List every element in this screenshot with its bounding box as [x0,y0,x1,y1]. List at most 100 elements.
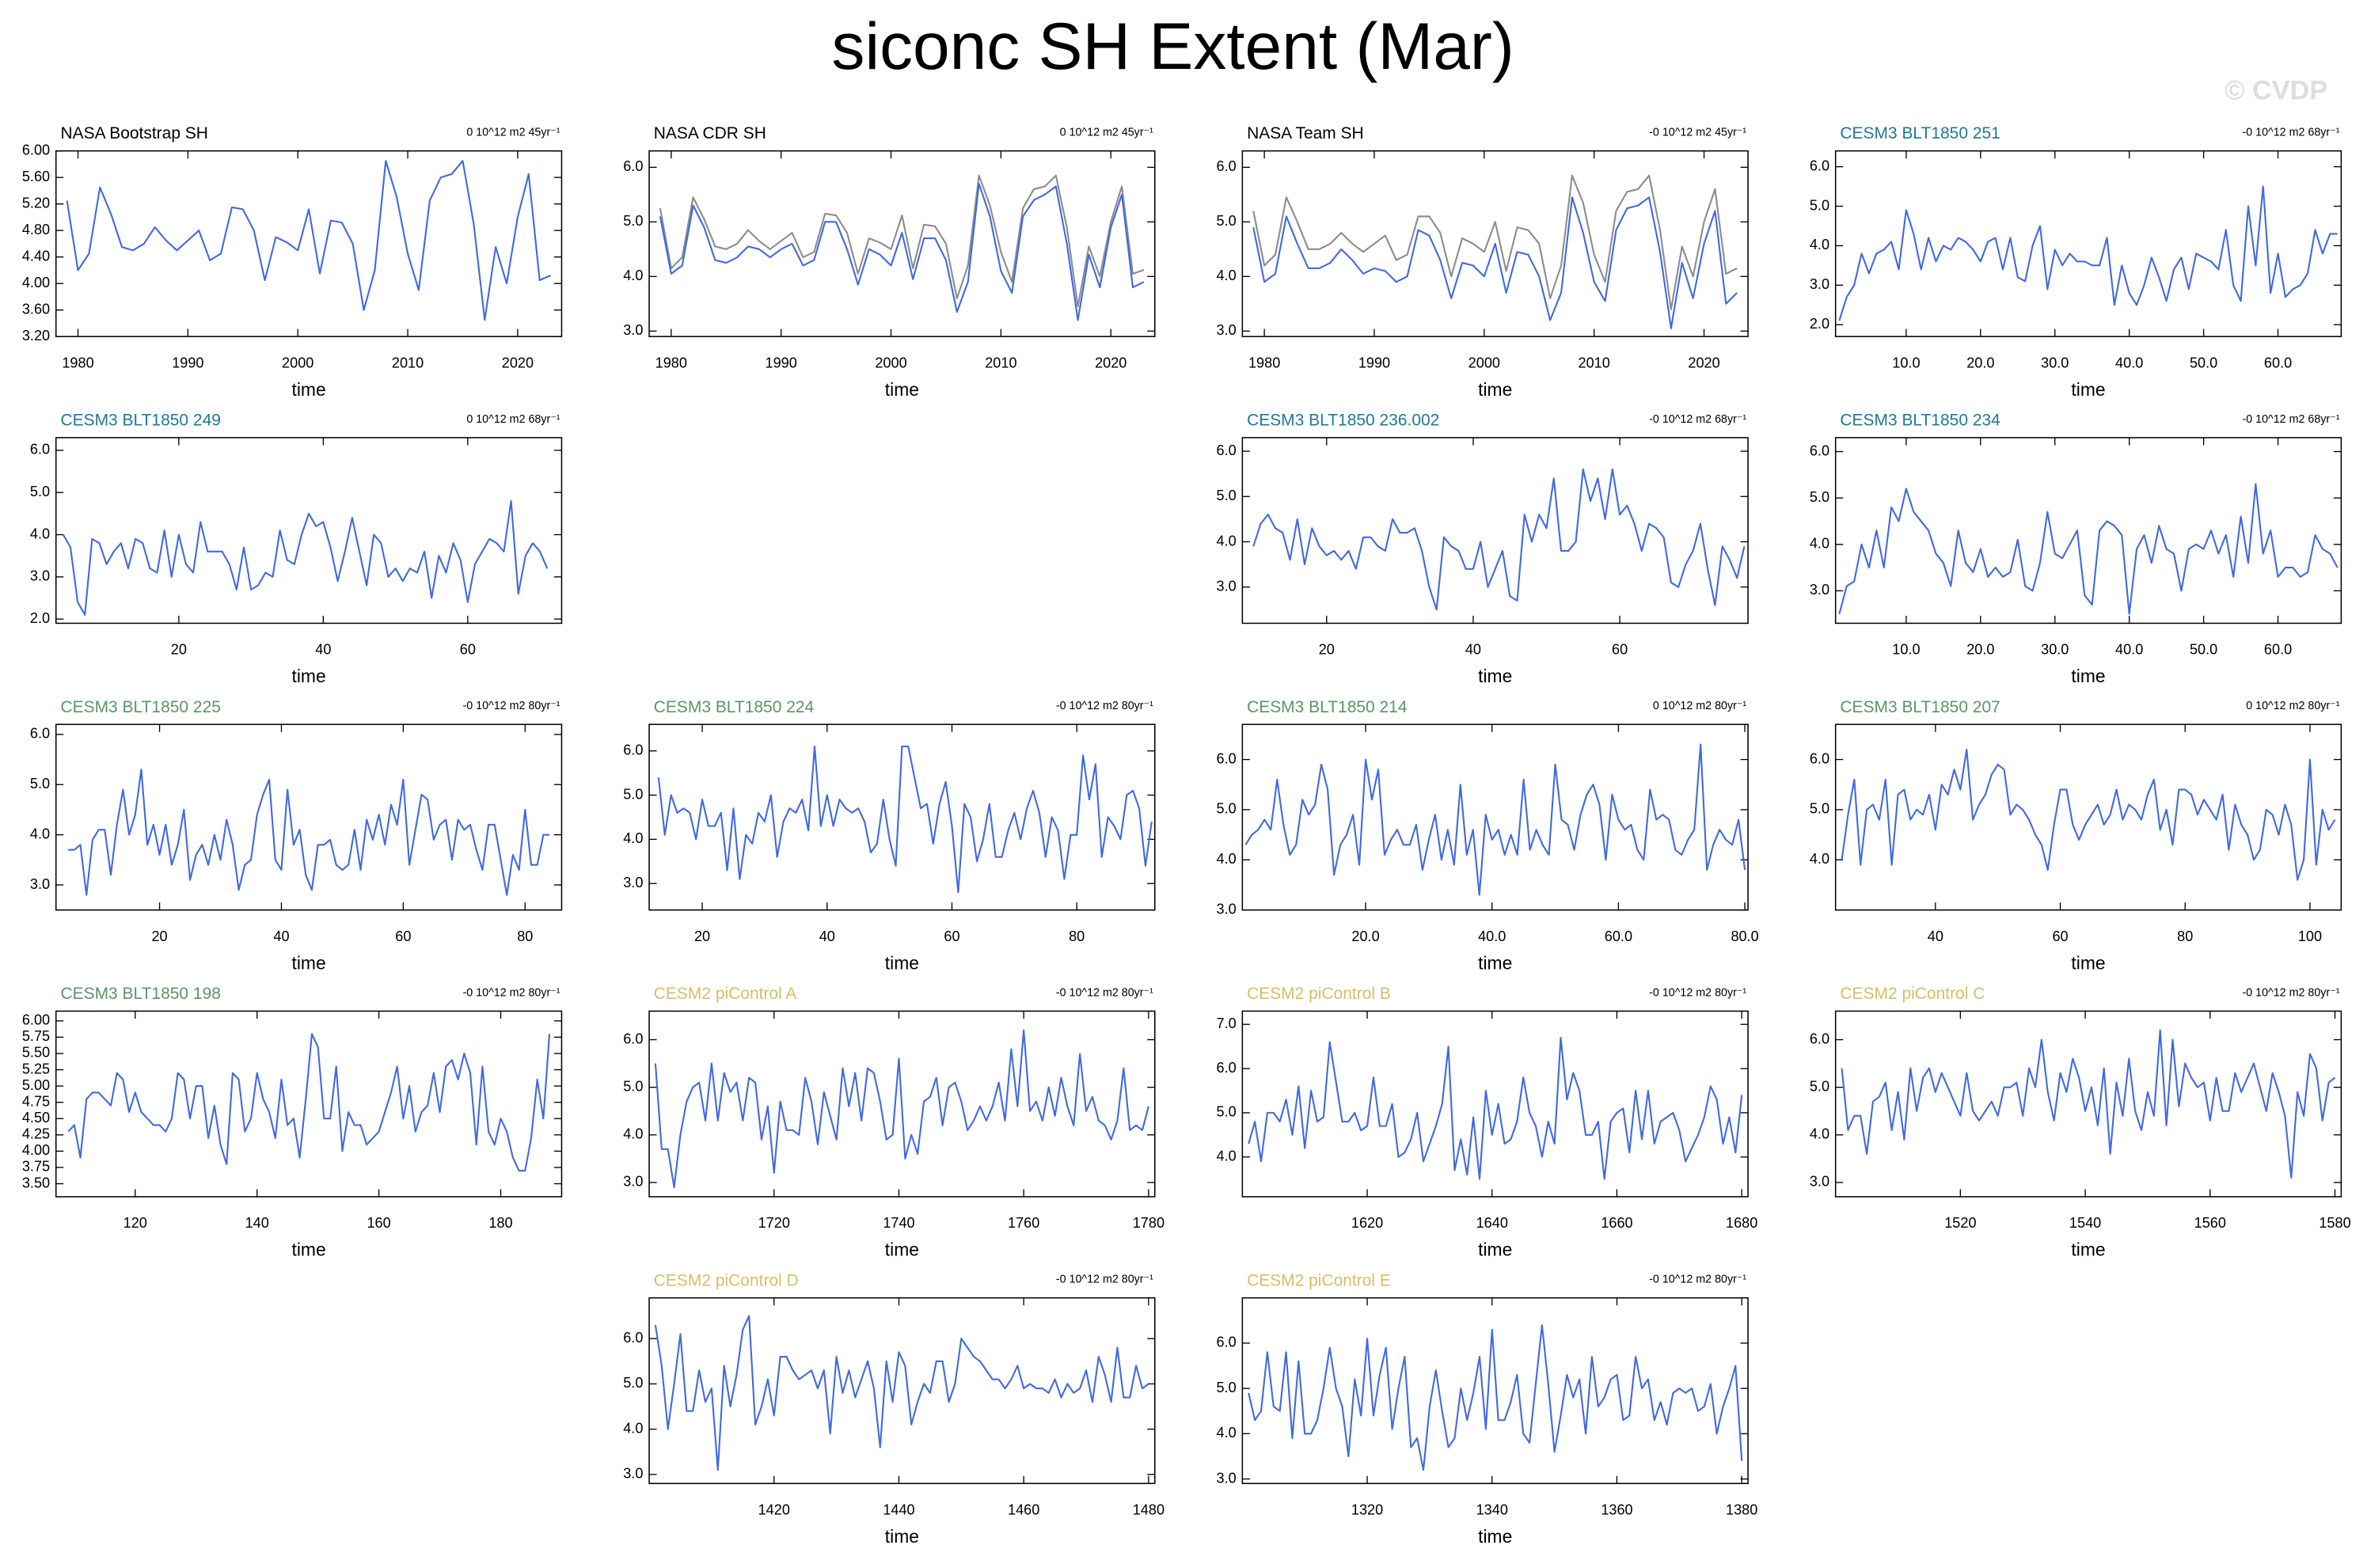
panel: CESM3 BLT1850 236.002 -0 10^12 m2 68yr⁻¹ t… [1217,411,1749,686]
y-tick-label: 4.0 [1810,851,1829,867]
x-tick-label: 10.0 [1892,355,1920,370]
panel: CESM2 piControl B -0 10^12 m2 80yr⁻¹ time 1… [1217,985,1758,1260]
panel-annotation: 0 10^12 m2 45yr⁻¹ [1060,127,1153,139]
series-line [654,1315,1149,1471]
x-tick-label: 60.0 [2264,355,2292,370]
y-tick-label: 6.0 [1810,750,1829,766]
y-tick-label: 4.80 [22,222,50,237]
y-tick-label: 4.0 [1217,851,1237,867]
panel-annotation: -0 10^12 m2 80yr⁻¹ [1649,986,1746,999]
y-tick-label: 4.00 [22,1142,50,1158]
plot-frame [55,1010,563,1198]
y-tick-label: 5.0 [1217,801,1237,817]
series-line [654,1029,1149,1188]
x-tick-label: 80.0 [1731,928,1758,944]
y-tick-label: 6.0 [623,158,643,174]
y-tick-label: 3.0 [1217,578,1237,594]
y-tick-label: 5.0 [1217,213,1237,229]
y-tick-label: 2.0 [1810,316,1829,332]
x-tick-label: 120 [123,1215,147,1231]
y-tick-label: 6.0 [1810,1031,1829,1046]
x-tick-label: 180 [488,1215,512,1231]
y-tick-label: 4.50 [22,1110,50,1126]
series-line [1838,483,2339,615]
y-tick-label: 6.0 [1810,158,1829,173]
plot-frame [648,1297,1156,1484]
x-tick-label: 1780 [1133,1215,1165,1231]
panel: CESM3 BLT1850 251 -0 10^12 m2 68yr⁻¹ time 1… [1810,124,2342,400]
series-line [67,1033,551,1172]
x-axis-label: time [1478,1240,1512,1260]
panel-title: NASA CDR SH [654,124,766,142]
x-tick-label: 50.0 [2190,642,2217,658]
panel-title: CESM3 BLT1850 249 [60,411,220,429]
y-tick-label: 3.0 [1810,276,1829,292]
x-tick-label: 2020 [1095,355,1127,370]
panel-title: CESM2 piControl C [1840,985,1985,1003]
panel: CESM2 piControl A -0 10^12 m2 80yr⁻¹ time 1… [623,985,1165,1260]
plot-frame [55,437,563,625]
x-tick-label: 60.0 [1605,928,1632,944]
panel: CESM3 BLT1850 234 -0 10^12 m2 68yr⁻¹ time 1… [1810,411,2342,686]
y-tick-label: 4.0 [1217,268,1237,283]
y-tick-label: 4.0 [623,1420,643,1436]
panel: CESM3 BLT1850 225 -0 10^12 m2 80yr⁻¹ time 2… [30,698,563,973]
x-tick-label: 40.0 [2115,642,2143,658]
y-tick-label: 3.0 [1810,582,1829,598]
panel-annotation: -0 10^12 m2 68yr⁻¹ [2242,413,2339,426]
y-tick-label: 5.0 [30,484,50,499]
panel-annotation: -0 10^12 m2 45yr⁻¹ [1649,127,1746,139]
panel: CESM3 BLT1850 224 -0 10^12 m2 80yr⁻¹ time 2… [623,698,1156,973]
panel-title: CESM3 BLT1850 225 [60,698,220,716]
panel: CESM2 piControl D -0 10^12 m2 80yr⁻¹ time 1… [623,1271,1165,1547]
x-tick-label: 1360 [1601,1502,1632,1517]
y-tick-label: 6.0 [623,1330,643,1346]
y-tick-label: 5.0 [1810,197,1829,213]
x-tick-label: 1980 [1248,355,1280,370]
x-tick-label: 1440 [883,1502,914,1517]
x-axis-label: time [1478,1526,1512,1547]
x-tick-label: 20 [171,642,187,658]
panel-title: CESM3 BLT1850 214 [1247,698,1408,716]
series-line [1252,174,1738,310]
panel-annotation: -0 10^12 m2 80yr⁻¹ [463,700,560,712]
y-tick-label: 5.75 [22,1028,50,1044]
series-line [68,769,550,896]
plot-frame [648,1010,1156,1198]
panel-title: CESM2 piControl B [1247,985,1391,1003]
y-tick-label: 5.25 [22,1061,50,1076]
y-tick-label: 5.0 [623,1078,643,1094]
panel-title: CESM3 BLT1850 236.002 [1247,411,1439,429]
y-tick-label: 5.0 [1217,1104,1237,1120]
x-tick-label: 10.0 [1892,642,1920,658]
y-tick-label: 5.00 [22,1077,50,1093]
y-tick-label: 4.0 [623,1126,643,1142]
series-line [657,746,1153,894]
y-tick-label: 4.0 [623,268,643,283]
panel-annotation: 0 10^12 m2 80yr⁻¹ [2246,700,2339,712]
x-tick-label: 40 [1465,642,1481,658]
y-tick-label: 6.0 [1217,1335,1237,1350]
x-tick-label: 40 [819,928,835,944]
x-tick-label: 1720 [758,1215,790,1231]
x-tick-label: 60 [2052,928,2068,944]
y-tick-label: 4.00 [22,275,50,290]
series-line [659,174,1145,308]
panel: CESM3 BLT1850 214 0 10^12 m2 80yr⁻¹ time 20… [1217,698,1759,974]
y-tick-label: 4.0 [1810,1126,1829,1142]
y-tick-label: 5.0 [1810,801,1829,817]
x-tick-label: 20.0 [1351,928,1379,944]
y-tick-label: 4.75 [22,1093,50,1109]
panel-title: CESM3 BLT1850 234 [1840,411,2000,429]
y-tick-label: 5.50 [22,1045,50,1061]
plot-frame [55,723,563,911]
x-tick-label: 100 [2298,928,2322,944]
x-tick-label: 1380 [1726,1502,1757,1517]
plot-frame [1834,723,2342,911]
y-tick-label: 3.0 [1217,1470,1237,1486]
y-tick-label: 6.0 [30,442,50,457]
x-tick-label: 50.0 [2190,355,2217,370]
x-tick-label: 40.0 [1478,928,1506,944]
y-tick-label: 4.25 [22,1126,50,1142]
y-tick-label: 5.60 [22,169,50,184]
